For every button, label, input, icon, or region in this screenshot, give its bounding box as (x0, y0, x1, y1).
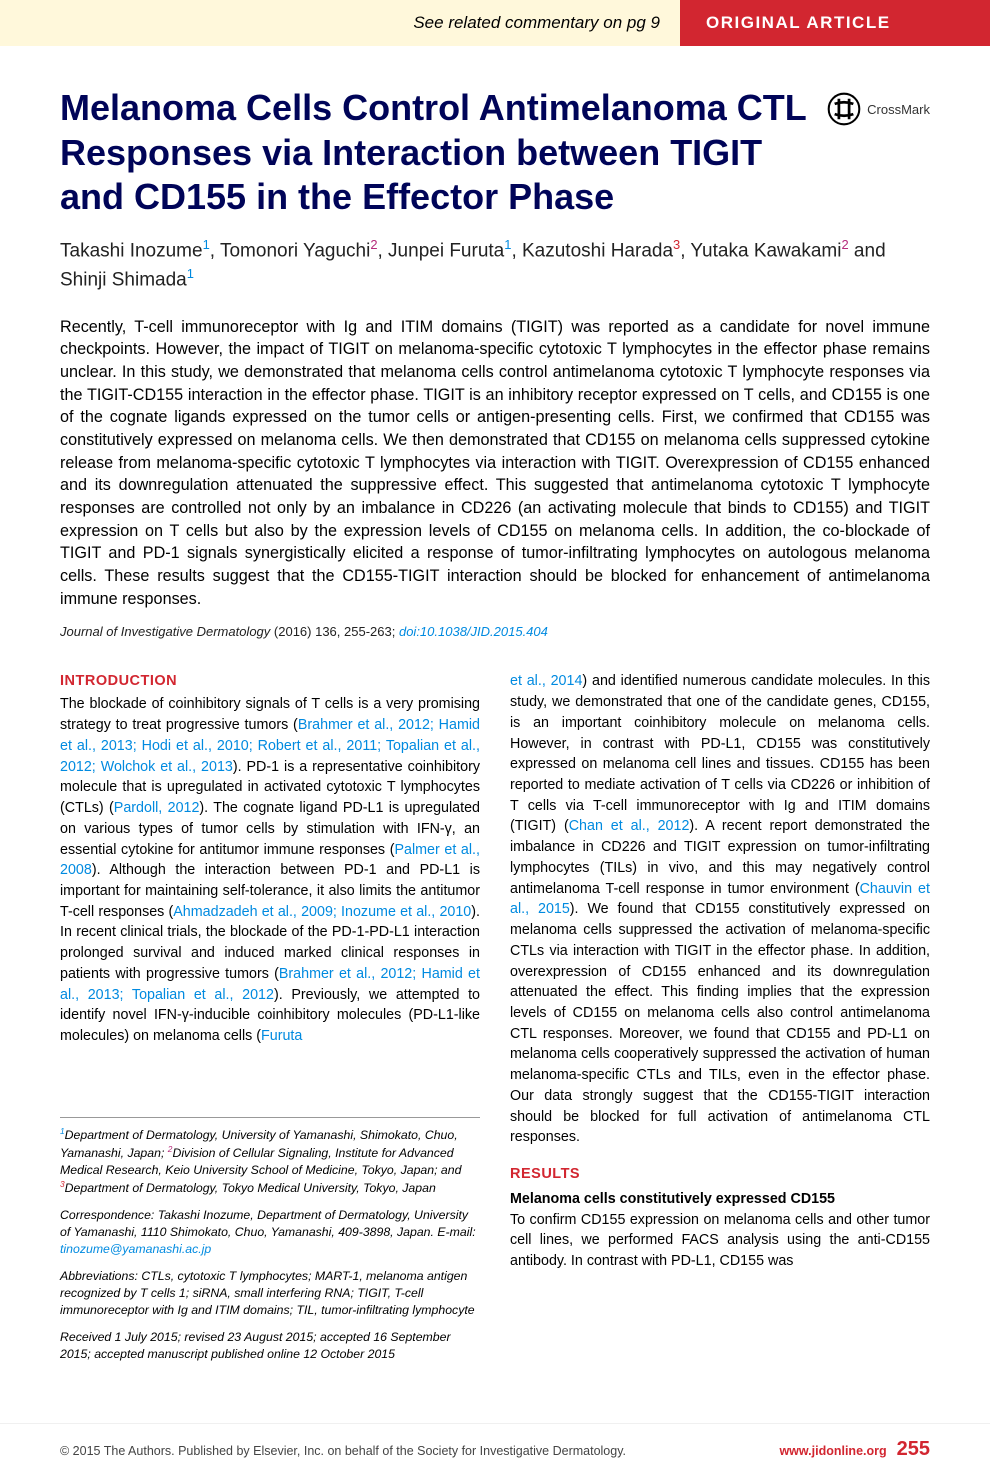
footer-url[interactable]: www.jidonline.org (779, 1444, 886, 1458)
results-body: To confirm CD155 expression on melanoma … (510, 1210, 930, 1272)
authors-line: Takashi Inozume1, Tomonori Yaguchi2, Jun… (60, 236, 930, 294)
article-type-label: ORIGINAL ARTICLE (706, 13, 891, 33)
results-sub-heading: Melanoma cells constitutively expressed … (510, 1189, 930, 1210)
affiliations: 1Department of Dermatology, University o… (60, 1126, 480, 1197)
results-heading: RESULTS (510, 1164, 930, 1185)
article-content: Melanoma Cells Control Antimelanoma CTL … (0, 46, 990, 1403)
correspondence-email[interactable]: tinozume@yamanashi.ac.jp (60, 1242, 211, 1256)
crossmark-label: CrossMark (867, 102, 930, 117)
crossmark-badge[interactable]: CrossMark (827, 92, 930, 126)
crossmark-icon (827, 92, 861, 126)
introduction-heading: INTRODUCTION (60, 671, 480, 692)
abbreviations: Abbreviations: CTLs, cytotoxic T lymphoc… (60, 1268, 480, 1319)
page-footer: © 2015 The Authors. Published by Elsevie… (0, 1423, 990, 1479)
citation-line: Journal of Investigative Dermatology (20… (60, 624, 930, 639)
doi-link[interactable]: doi:10.1038/JID.2015.404 (399, 624, 548, 639)
article-title: Melanoma Cells Control Antimelanoma CTL … (60, 86, 807, 220)
citation-details: (2016) 136, 255-263; (274, 624, 395, 639)
commentary-text: See related commentary on pg 9 (413, 13, 660, 33)
column-right-body: et al., 2014) and identified numerous ca… (510, 671, 930, 1148)
body-columns: INTRODUCTION The blockade of coinhibitor… (60, 671, 930, 1372)
footer-page-number: 255 (897, 1438, 930, 1461)
correspondence: Correspondence: Takashi Inozume, Departm… (60, 1207, 480, 1258)
title-row: Melanoma Cells Control Antimelanoma CTL … (60, 86, 930, 220)
journal-name: Journal of Investigative Dermatology (60, 624, 270, 639)
correspondence-text: Correspondence: Takashi Inozume, Departm… (60, 1208, 476, 1239)
column-right: et al., 2014) and identified numerous ca… (510, 671, 930, 1372)
article-type-badge: ORIGINAL ARTICLE (680, 0, 990, 46)
copyright-text: © 2015 The Authors. Published by Elsevie… (60, 1444, 626, 1458)
dates-received: Received 1 July 2015; revised 23 August … (60, 1329, 480, 1363)
abstract: Recently, T-cell immunoreceptor with Ig … (60, 316, 930, 611)
column-left: INTRODUCTION The blockade of coinhibitor… (60, 671, 480, 1372)
introduction-body: The blockade of coinhibitory signals of … (60, 694, 480, 1046)
footer-right: www.jidonline.org 255 (779, 1438, 930, 1461)
commentary-banner: See related commentary on pg 9 (0, 0, 680, 46)
top-bar: See related commentary on pg 9 ORIGINAL … (0, 0, 990, 46)
footnotes: 1Department of Dermatology, University o… (60, 1117, 480, 1363)
